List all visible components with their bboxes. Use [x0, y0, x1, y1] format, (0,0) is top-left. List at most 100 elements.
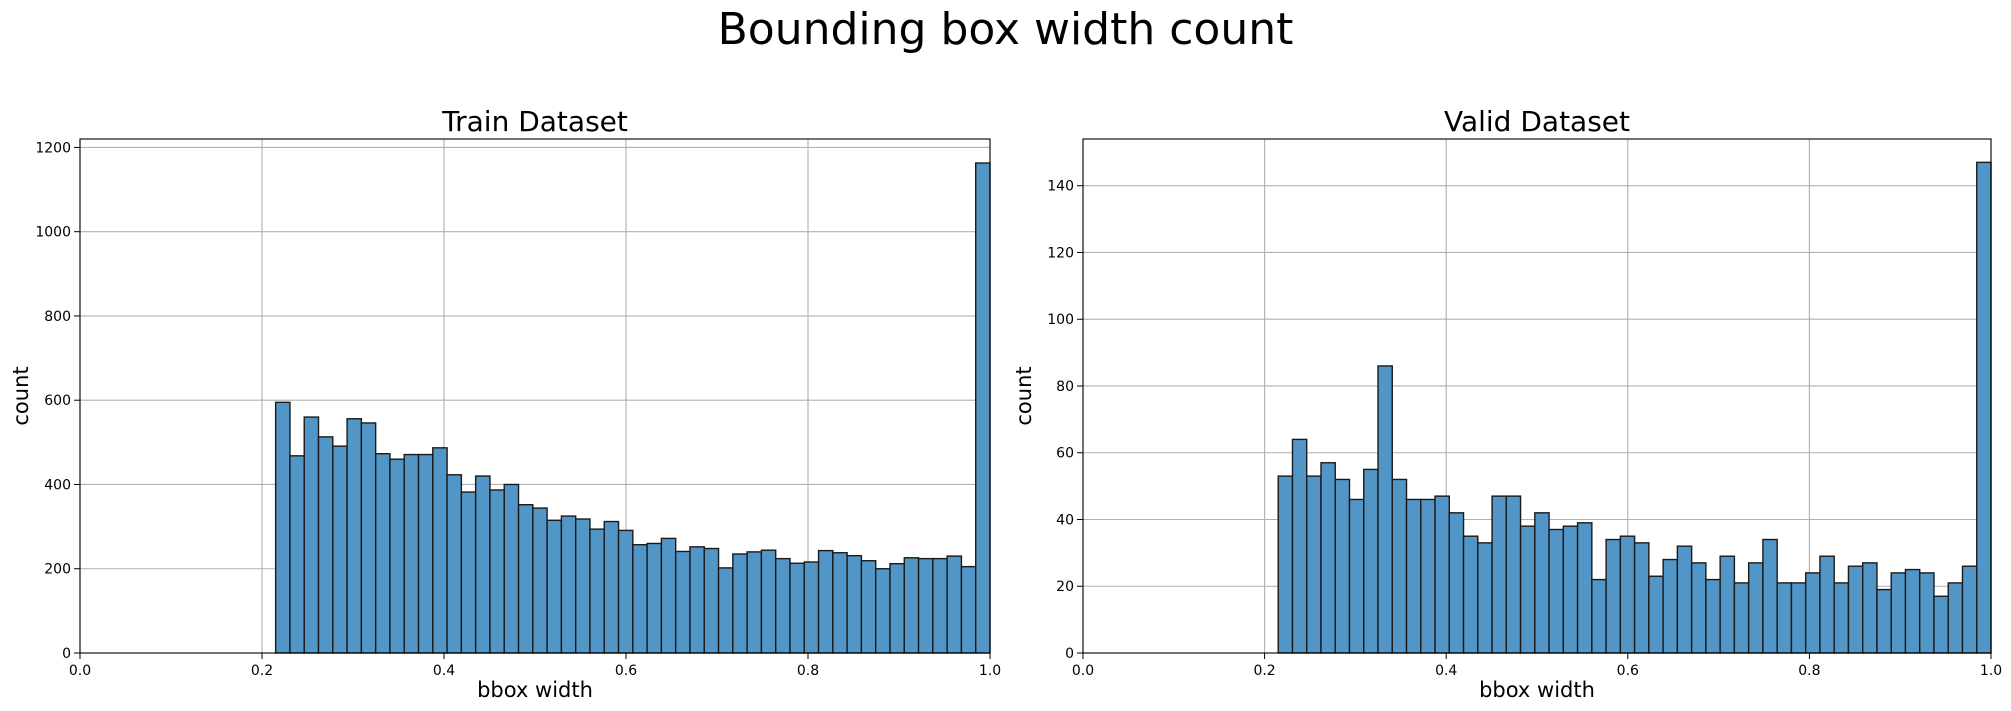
histogram-bar — [1505, 495, 1522, 654]
y-tick-label: 60 — [1056, 446, 1074, 462]
y-tick-label: 20 — [1056, 579, 1074, 595]
histogram-bar — [717, 567, 734, 654]
histogram-bar — [446, 474, 463, 654]
histogram-bar — [303, 416, 320, 654]
x-tick-label: 0.8 — [1798, 663, 1820, 679]
x-tick-label: 0.4 — [433, 663, 455, 679]
histogram-bar — [346, 418, 363, 654]
histogram-bar — [860, 560, 877, 654]
histogram-bar — [1790, 582, 1807, 654]
histogram-bar — [574, 518, 591, 654]
histogram-bar — [1690, 562, 1707, 654]
histogram-bar — [1548, 528, 1565, 654]
histogram-bar — [632, 544, 648, 654]
chart-panel-2: 0.0 0.2 0.4 0.6 0.8 1.0 0 20 40 60 80 100 120 140 Vali… — [1012, 105, 2002, 702]
histogram-bar — [1904, 568, 1921, 654]
histogram-bar — [1733, 582, 1750, 654]
histogram-bar — [1348, 498, 1365, 654]
histogram-bar — [1334, 478, 1351, 654]
histogram-bar — [1633, 542, 1650, 654]
y-tick-label: 600 — [44, 393, 71, 409]
histogram-bar — [646, 542, 663, 654]
histogram-bar — [1562, 525, 1579, 654]
y-tick-label: 1000 — [35, 225, 71, 241]
histogram-bar — [1776, 582, 1793, 654]
histogram-bar — [1405, 498, 1422, 654]
y-tick-label: 120 — [1047, 245, 1074, 261]
histogram-bar — [474, 475, 491, 654]
histogram-bar — [1762, 538, 1778, 654]
histogram-bar — [774, 557, 791, 654]
histogram-bar — [1277, 475, 1294, 654]
histogram-bar — [517, 503, 534, 654]
histogram-bar — [389, 458, 405, 654]
panel-title: Valid Dataset — [1444, 105, 1630, 138]
x-tick-label: 0.0 — [69, 663, 91, 679]
y-tick-label: 100 — [1047, 312, 1074, 328]
histogram-bar — [1662, 558, 1679, 654]
histogram-bar — [1961, 565, 1978, 654]
histogram-bar — [1819, 555, 1835, 654]
histogram-bar — [1919, 572, 1935, 654]
histogram-bar — [1804, 572, 1821, 654]
histogram-bar — [1933, 595, 1949, 654]
histogram-bar — [975, 162, 991, 654]
histogram-bar — [560, 515, 577, 654]
histogram-bar — [617, 529, 634, 654]
histogram-bar — [532, 507, 548, 654]
x-tick-label: 0.6 — [615, 663, 637, 679]
histogram-bar — [846, 554, 863, 654]
histogram-bar — [817, 549, 834, 654]
x-tick-label: 0.6 — [1617, 663, 1639, 679]
histogram-bar — [1519, 525, 1536, 654]
histogram-bar — [1434, 495, 1450, 654]
y-tick-label: 800 — [44, 309, 71, 325]
y-tick-label: 1200 — [35, 140, 71, 156]
x-tick-label: 0.8 — [797, 663, 819, 679]
histogram-bar — [1605, 538, 1622, 654]
histogram-bar — [1619, 535, 1636, 654]
histogram-bar — [317, 436, 334, 654]
histogram-bar — [1719, 555, 1736, 654]
histogram-bar — [1377, 365, 1393, 654]
histogram-bar — [603, 520, 620, 654]
histogram-bar — [789, 562, 805, 654]
histogram-bar — [960, 565, 977, 654]
histogram-bar — [374, 453, 391, 654]
histogram-bar — [360, 422, 377, 654]
figure-title: Bounding box width count — [717, 4, 1294, 55]
histogram-bar — [1477, 542, 1493, 654]
histogram-bar — [403, 453, 420, 654]
histogram-bar — [1363, 468, 1379, 654]
histogram-bar — [746, 551, 763, 654]
histogram-bar — [1534, 512, 1550, 654]
histogram-bar — [503, 483, 520, 654]
y-tick-label: 140 — [1047, 179, 1074, 195]
histogram-bar — [1591, 578, 1607, 654]
histogram-bar — [932, 557, 948, 654]
x-tick-label: 0.4 — [1435, 663, 1457, 679]
x-axis-label: bbox width — [1479, 678, 1595, 702]
histogram-bar — [432, 447, 448, 654]
histogram-bar — [332, 445, 348, 654]
panel-title: Train Dataset — [441, 105, 628, 138]
histogram-bar — [917, 557, 934, 654]
y-tick-label: 400 — [44, 477, 71, 493]
histogram-bar — [1648, 575, 1664, 654]
histogram-bar — [674, 550, 691, 654]
histogram-bar — [1705, 578, 1721, 654]
y-tick-label: 40 — [1056, 512, 1074, 528]
histogram-bar — [1676, 545, 1693, 654]
histogram-bar — [489, 489, 505, 654]
histogram-bar — [703, 547, 720, 654]
histogram-bar — [875, 568, 891, 654]
histogram-bar — [1876, 588, 1892, 654]
histogram-bar — [1747, 562, 1764, 654]
histogram-bar — [589, 528, 605, 654]
histogram-bar — [1462, 535, 1479, 654]
x-tick-label: 1.0 — [1980, 663, 2002, 679]
x-tick-label: 0.2 — [1253, 663, 1275, 679]
histogram-bar — [274, 401, 291, 654]
histogram-bar — [803, 561, 820, 654]
histogram-bar — [1890, 572, 1907, 654]
